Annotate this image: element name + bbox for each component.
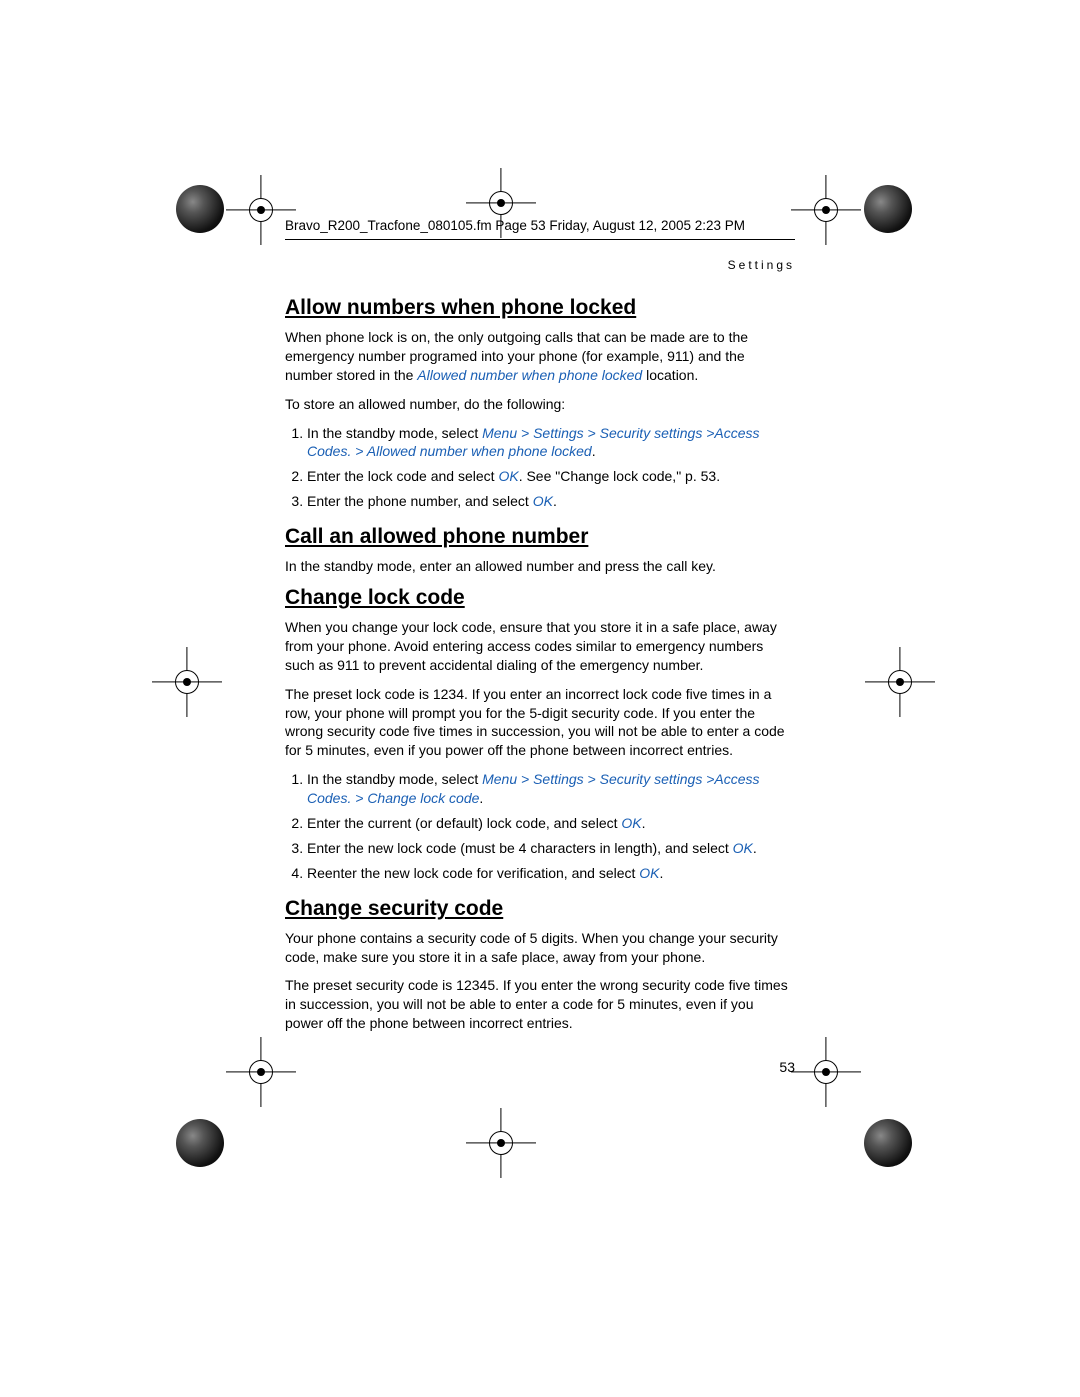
paragraph: The preset security code is 12345. If yo…: [285, 976, 795, 1033]
text: Enter the lock code and select: [307, 468, 498, 484]
registration-globe-icon: [176, 1119, 224, 1167]
text: Reenter the new lock code for verificati…: [307, 865, 639, 881]
text: .: [753, 840, 757, 856]
step-item: In the standby mode, select Menu > Setti…: [307, 424, 795, 462]
text: Enter the new lock code (must be 4 chara…: [307, 840, 733, 856]
text: In the standby mode, select: [307, 771, 482, 787]
paragraph: When you change your lock code, ensure t…: [285, 618, 795, 675]
text: .: [660, 865, 664, 881]
text: Enter the phone number, and select: [307, 493, 533, 509]
registration-globe-icon: [864, 185, 912, 233]
step-item: In the standby mode, select Menu > Setti…: [307, 770, 795, 808]
paragraph: In the standby mode, enter an allowed nu…: [285, 557, 795, 576]
ok-label: OK: [621, 815, 641, 831]
steps-list: In the standby mode, select Menu > Setti…: [285, 770, 795, 882]
crop-mark-icon: [152, 647, 222, 717]
heading-allow-numbers: Allow numbers when phone locked: [285, 296, 795, 320]
step-item: Reenter the new lock code for verificati…: [307, 864, 795, 883]
ok-label: OK: [498, 468, 518, 484]
ok-label: OK: [733, 840, 753, 856]
ok-label: OK: [533, 493, 553, 509]
paragraph: Your phone contains a security code of 5…: [285, 929, 795, 967]
text: .: [553, 493, 557, 509]
registration-globe-icon: [176, 185, 224, 233]
text: location.: [642, 367, 698, 383]
text: . See "Change lock code," p. 53.: [519, 468, 720, 484]
steps-list: In the standby mode, select Menu > Setti…: [285, 424, 795, 512]
page-content: Bravo_R200_Tracfone_080105.fm Page 53 Fr…: [285, 218, 795, 1075]
text: Enter the current (or default) lock code…: [307, 815, 621, 831]
ok-label: OK: [639, 865, 659, 881]
registration-globe-icon: [864, 1119, 912, 1167]
step-item: Enter the lock code and select OK. See "…: [307, 467, 795, 486]
text: .: [592, 443, 596, 459]
crop-mark-icon: [466, 1108, 536, 1178]
step-item: Enter the new lock code (must be 4 chara…: [307, 839, 795, 858]
heading-change-lock: Change lock code: [285, 586, 795, 610]
paragraph: To store an allowed number, do the follo…: [285, 395, 795, 414]
heading-call-allowed: Call an allowed phone number: [285, 525, 795, 549]
heading-change-security: Change security code: [285, 897, 795, 921]
crop-mark-icon: [791, 175, 861, 245]
step-item: Enter the current (or default) lock code…: [307, 814, 795, 833]
step-item: Enter the phone number, and select OK.: [307, 492, 795, 511]
running-header: Settings: [285, 258, 795, 272]
text: In the standby mode, select: [307, 425, 482, 441]
text: .: [642, 815, 646, 831]
crop-mark-icon: [791, 1037, 861, 1107]
inline-path: Allowed number when phone locked: [417, 367, 642, 383]
file-path-header: Bravo_R200_Tracfone_080105.fm Page 53 Fr…: [285, 218, 795, 233]
text: .: [479, 790, 483, 806]
page-number: 53: [285, 1059, 795, 1075]
header-rule: [285, 239, 795, 240]
paragraph: The preset lock code is 1234. If you ent…: [285, 685, 795, 761]
crop-mark-icon: [865, 647, 935, 717]
document-page: Bravo_R200_Tracfone_080105.fm Page 53 Fr…: [0, 0, 1080, 1397]
paragraph: When phone lock is on, the only outgoing…: [285, 328, 795, 385]
